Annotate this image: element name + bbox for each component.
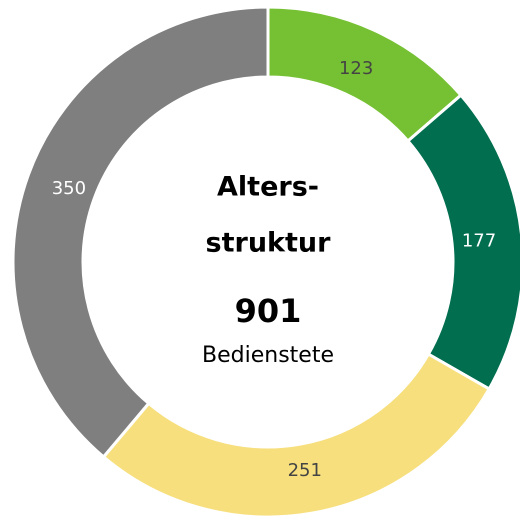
segment — [11, 5, 270, 460]
data-label: 251 — [288, 460, 322, 481]
segment — [101, 352, 492, 519]
data-label: 123 — [339, 58, 373, 79]
center-title: Alters- — [217, 172, 319, 203]
data-label: 177 — [462, 231, 496, 252]
center-title: struktur — [206, 228, 332, 259]
center-subtitle: Bedienstete — [202, 343, 334, 368]
center-total: 901 — [235, 292, 302, 330]
segments — [11, 5, 520, 519]
data-label: 350 — [52, 178, 86, 199]
